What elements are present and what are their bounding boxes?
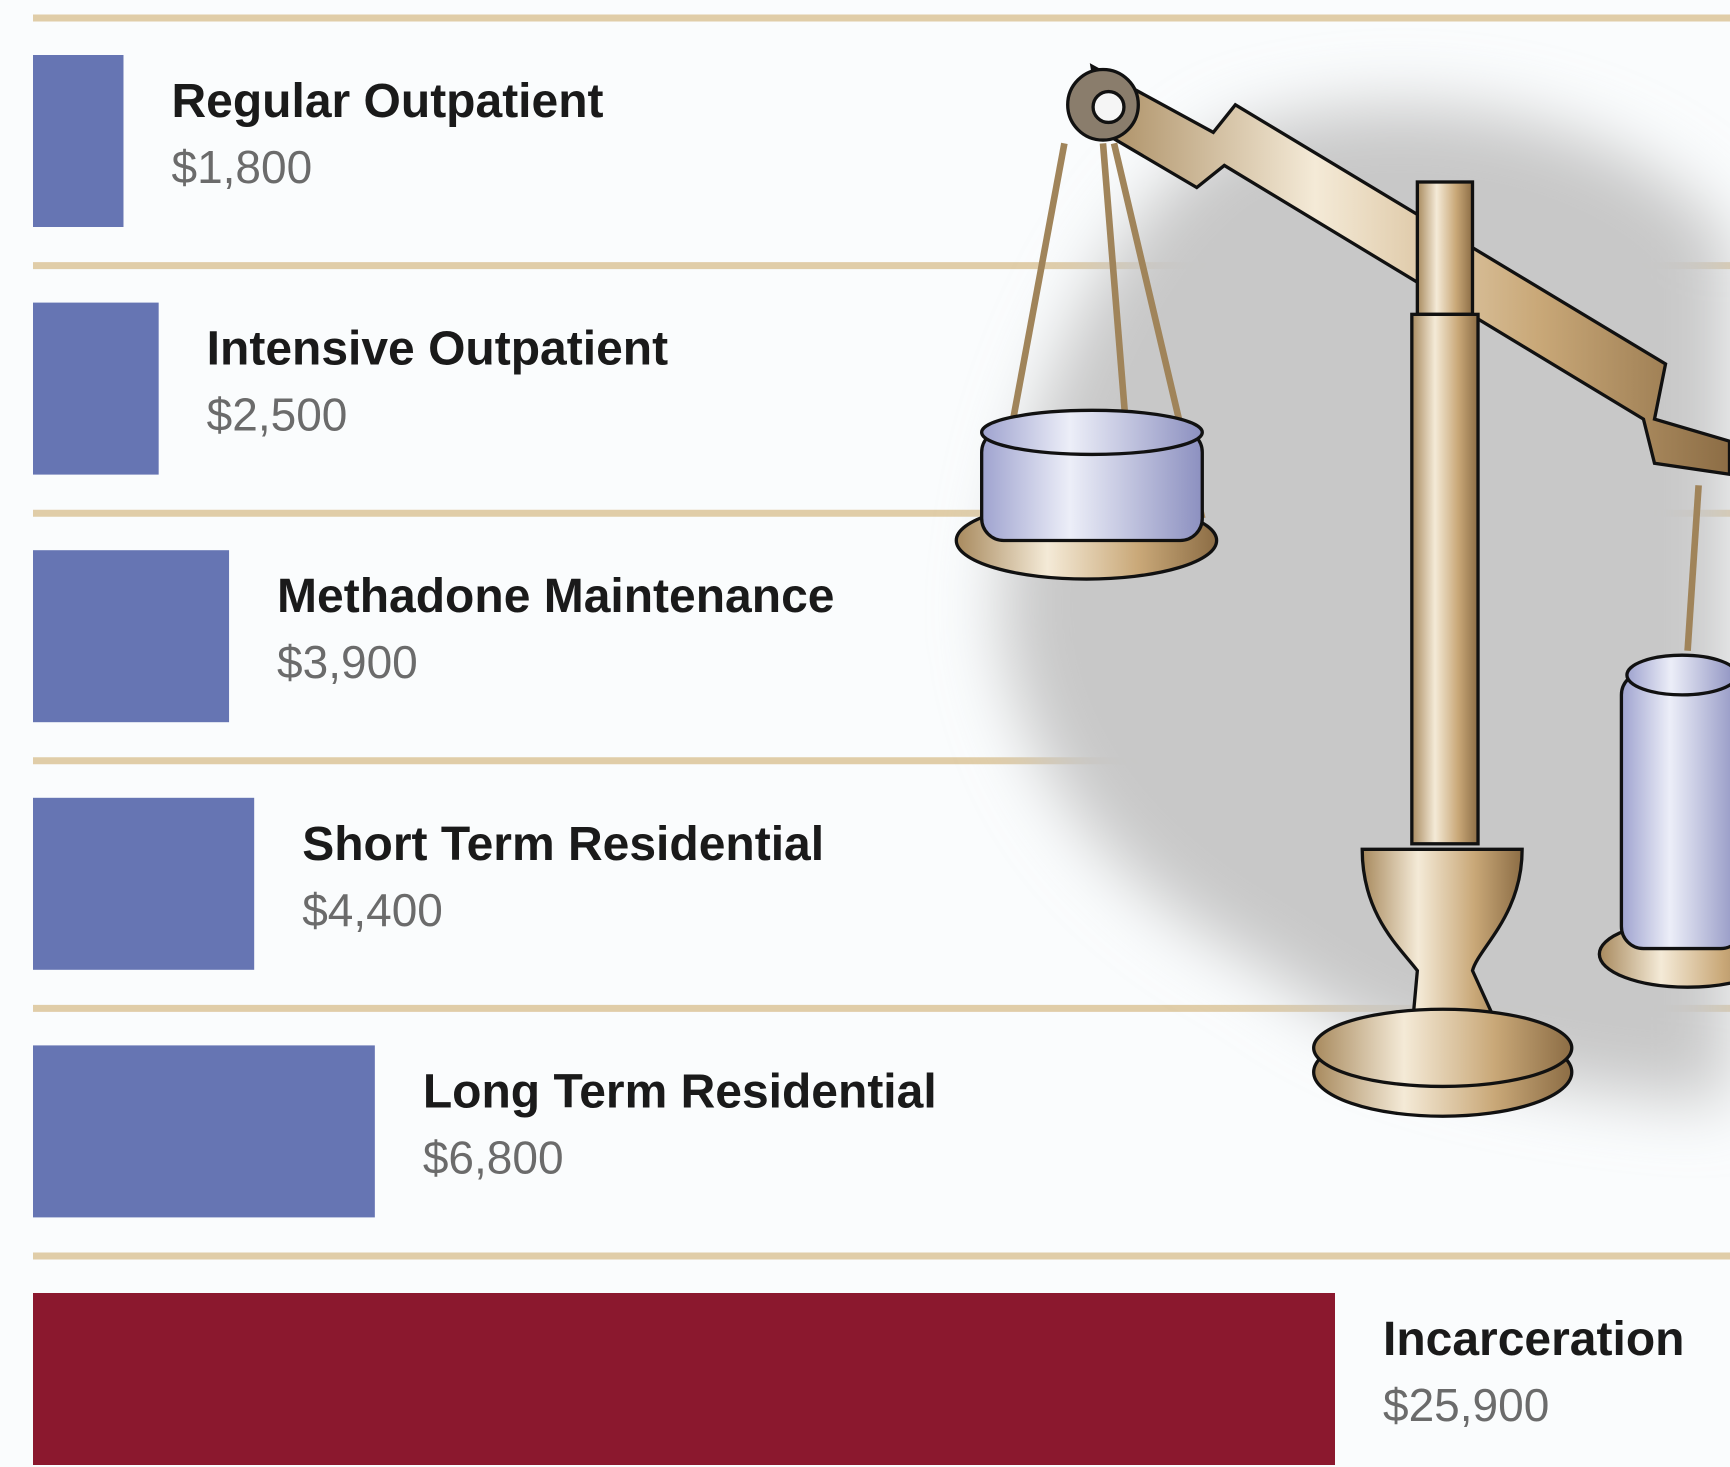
value-label: $3,900 xyxy=(277,636,418,688)
category-label: Methadone Maintenance xyxy=(277,570,834,623)
bar xyxy=(33,550,230,723)
bar xyxy=(33,797,255,970)
hook-hole xyxy=(1091,89,1126,125)
value-label: $2,500 xyxy=(207,389,348,441)
bar xyxy=(33,1293,1335,1465)
foot-top xyxy=(1312,1007,1574,1089)
pivot xyxy=(1415,180,1475,317)
bar xyxy=(33,55,124,227)
value-label: $1,800 xyxy=(171,141,312,193)
category-label: Short Term Residential xyxy=(302,818,824,871)
pole xyxy=(1410,312,1480,846)
category-label: Intensive Outpatient xyxy=(207,323,668,376)
scale-illustration xyxy=(954,63,1730,1118)
right-coin-top xyxy=(1625,653,1730,697)
separators xyxy=(33,14,1730,1260)
category-label: Long Term Residential xyxy=(423,1065,937,1118)
right-coins xyxy=(1619,671,1730,951)
category-label: Regular Outpatient xyxy=(171,75,603,128)
value-label: $25,900 xyxy=(1383,1379,1549,1431)
category-label: Incarceration xyxy=(1383,1313,1684,1366)
chain xyxy=(1684,485,1702,651)
bar xyxy=(33,1045,375,1218)
value-label: $6,800 xyxy=(423,1131,564,1183)
bar xyxy=(33,302,159,475)
value-label: $4,400 xyxy=(302,884,443,936)
left-coin-top xyxy=(980,408,1204,457)
